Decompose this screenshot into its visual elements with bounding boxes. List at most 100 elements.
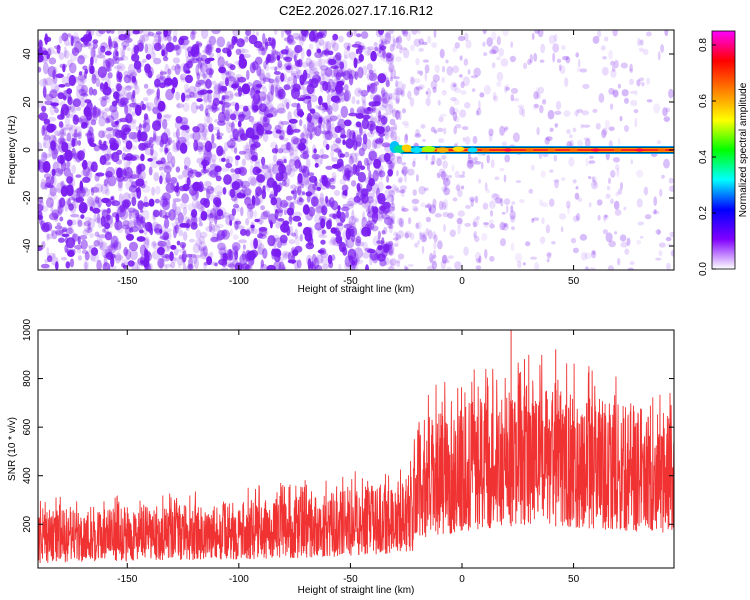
noise-blob: [321, 130, 331, 135]
noise-blob: [228, 69, 232, 77]
noise-blob: [268, 177, 275, 184]
noise-blob: [365, 264, 369, 270]
faint-noise-blob: [407, 168, 415, 176]
faint-noise-blob: [532, 217, 540, 222]
noise-blob: [260, 205, 265, 211]
noise-blob: [289, 210, 294, 219]
noise-blob: [335, 235, 343, 244]
noise-blob: [238, 166, 248, 176]
spectrogram-x-label: Height of straight line (km): [298, 284, 415, 295]
noise-blob: [385, 31, 391, 43]
noise-blob: [136, 131, 141, 136]
noise-blob: [80, 214, 85, 220]
noise-blob: [272, 163, 279, 175]
noise-blob: [175, 217, 180, 225]
noise-blob: [157, 118, 161, 126]
noise-blob: [80, 163, 84, 167]
noise-blob: [83, 106, 92, 117]
noise-blob: [334, 98, 341, 104]
noise-blob: [258, 45, 265, 51]
faint-noise-blob: [627, 267, 634, 270]
noise-blob: [38, 39, 43, 50]
noise-blob: [140, 153, 145, 162]
faint-noise-blob: [494, 176, 500, 181]
noise-blob: [230, 173, 240, 180]
noise-blob: [155, 160, 164, 165]
noise-blob: [225, 113, 230, 119]
noise-blob: [79, 234, 88, 240]
noise-blob: [345, 210, 349, 219]
faint-noise-blob: [610, 69, 617, 78]
noise-blob: [96, 54, 106, 59]
noise-blob: [138, 142, 147, 151]
noise-blob: [139, 131, 148, 142]
faint-noise-blob: [552, 43, 560, 53]
noise-blob: [217, 51, 222, 61]
noise-blob: [107, 133, 112, 142]
noise-blob: [366, 48, 376, 57]
faint-noise-blob: [446, 66, 454, 76]
noise-blob: [371, 139, 378, 149]
faint-noise-blob: [554, 123, 559, 128]
noise-blob: [85, 129, 93, 140]
noise-blob: [47, 66, 57, 78]
faint-noise-blob: [670, 249, 674, 257]
noise-blob: [284, 98, 291, 108]
noise-blob: [181, 243, 185, 251]
noise-blob: [357, 66, 364, 79]
noise-blob: [369, 122, 377, 135]
noise-blob: [121, 49, 125, 61]
noise-blob: [56, 222, 61, 227]
faint-noise-blob: [601, 66, 609, 76]
noise-blob: [61, 233, 70, 238]
faint-noise-blob: [576, 108, 584, 113]
noise-blob: [199, 130, 207, 141]
noise-blob: [320, 69, 326, 76]
noise-blob: [380, 89, 388, 95]
noise-blob: [266, 180, 271, 192]
noise-blob: [355, 236, 362, 243]
noise-blob: [254, 97, 260, 102]
noise-blob: [260, 211, 269, 220]
colorbar-tick-label: 0.0: [698, 262, 709, 276]
noise-blob: [203, 74, 210, 81]
faint-noise-blob: [395, 56, 402, 63]
snr-x-tick-label: -150: [117, 574, 137, 585]
noise-blob: [112, 49, 119, 61]
noise-blob: [245, 218, 250, 226]
noise-blob: [249, 207, 254, 218]
noise-blob: [373, 141, 378, 150]
noise-blob: [385, 52, 392, 59]
noise-blob: [335, 137, 342, 144]
noise-blob: [221, 71, 230, 82]
noise-blob: [333, 148, 342, 153]
noise-blob: [207, 213, 214, 219]
noise-blob: [208, 212, 215, 224]
faint-noise-blob: [519, 199, 525, 204]
noise-blob: [109, 139, 116, 152]
noise-blob: [309, 132, 313, 140]
noise-blob: [188, 257, 193, 268]
faint-noise-blob: [560, 177, 566, 181]
noise-blob: [75, 196, 85, 203]
noise-blob: [284, 252, 289, 257]
noise-blob: [227, 63, 233, 69]
noise-blob: [167, 136, 172, 146]
noise-blob: [381, 93, 387, 104]
noise-blob: [54, 85, 60, 93]
faint-noise-blob: [387, 266, 395, 270]
faint-noise-blob: [656, 140, 662, 145]
noise-blob: [50, 175, 55, 184]
faint-noise-blob: [523, 262, 526, 266]
noise-blob: [82, 34, 90, 45]
noise-blob: [50, 140, 56, 151]
noise-blob: [43, 134, 51, 141]
noise-blob: [74, 150, 84, 162]
noise-blob: [335, 65, 344, 70]
noise-blob: [189, 253, 196, 259]
faint-noise-blob: [415, 174, 419, 182]
noise-blob: [137, 257, 147, 266]
faint-noise-blob: [454, 170, 460, 179]
faint-noise-blob: [425, 216, 431, 223]
noise-blob: [215, 215, 222, 220]
